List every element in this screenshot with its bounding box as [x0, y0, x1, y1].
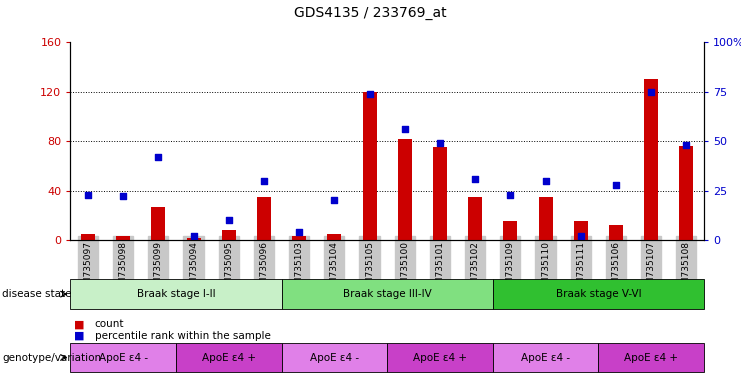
Point	[258, 177, 270, 184]
Bar	[679, 146, 694, 240]
Text: ApoE ε4 +: ApoE ε4 +	[624, 353, 678, 362]
Point	[328, 197, 340, 204]
Point	[610, 182, 622, 188]
Point	[575, 233, 587, 239]
Text: Braak stage I-II: Braak stage I-II	[136, 289, 216, 299]
Text: Braak stage III-IV: Braak stage III-IV	[343, 289, 431, 299]
Bar	[609, 225, 623, 240]
Text: disease state: disease state	[2, 289, 72, 299]
Bar	[81, 234, 95, 240]
Text: ApoE ε4 +: ApoE ε4 +	[413, 353, 467, 362]
Text: genotype/variation: genotype/variation	[2, 353, 102, 362]
Bar	[257, 197, 271, 240]
Text: GDS4135 / 233769_at: GDS4135 / 233769_at	[294, 6, 447, 20]
Point	[364, 91, 376, 97]
Point	[399, 126, 411, 132]
Point	[293, 229, 305, 235]
Point	[82, 192, 94, 198]
Bar	[222, 230, 236, 240]
Bar	[644, 79, 658, 240]
Bar	[362, 92, 376, 240]
Bar	[398, 139, 412, 240]
Bar	[187, 238, 201, 240]
Text: ApoE ε4 -: ApoE ε4 -	[99, 353, 147, 362]
Bar	[328, 234, 342, 240]
Point	[117, 194, 129, 200]
Bar	[151, 207, 165, 240]
Bar	[503, 222, 517, 240]
Text: ApoE ε4 -: ApoE ε4 -	[310, 353, 359, 362]
Point	[680, 142, 692, 148]
Point	[469, 175, 481, 182]
Point	[505, 192, 516, 198]
Text: ApoE ε4 -: ApoE ε4 -	[521, 353, 570, 362]
Point	[434, 140, 446, 146]
Text: count: count	[95, 319, 124, 329]
Text: Braak stage V-VI: Braak stage V-VI	[556, 289, 641, 299]
Bar	[539, 197, 553, 240]
Bar	[468, 197, 482, 240]
Bar	[433, 147, 447, 240]
Text: percentile rank within the sample: percentile rank within the sample	[95, 331, 270, 341]
Bar	[292, 236, 306, 240]
Text: ■: ■	[74, 319, 84, 329]
Point	[645, 89, 657, 95]
Bar	[116, 236, 130, 240]
Point	[223, 217, 235, 223]
Text: ■: ■	[74, 331, 84, 341]
Bar	[574, 222, 588, 240]
Text: ApoE ε4 +: ApoE ε4 +	[202, 353, 256, 362]
Point	[539, 177, 551, 184]
Point	[187, 233, 199, 239]
Point	[153, 154, 165, 160]
